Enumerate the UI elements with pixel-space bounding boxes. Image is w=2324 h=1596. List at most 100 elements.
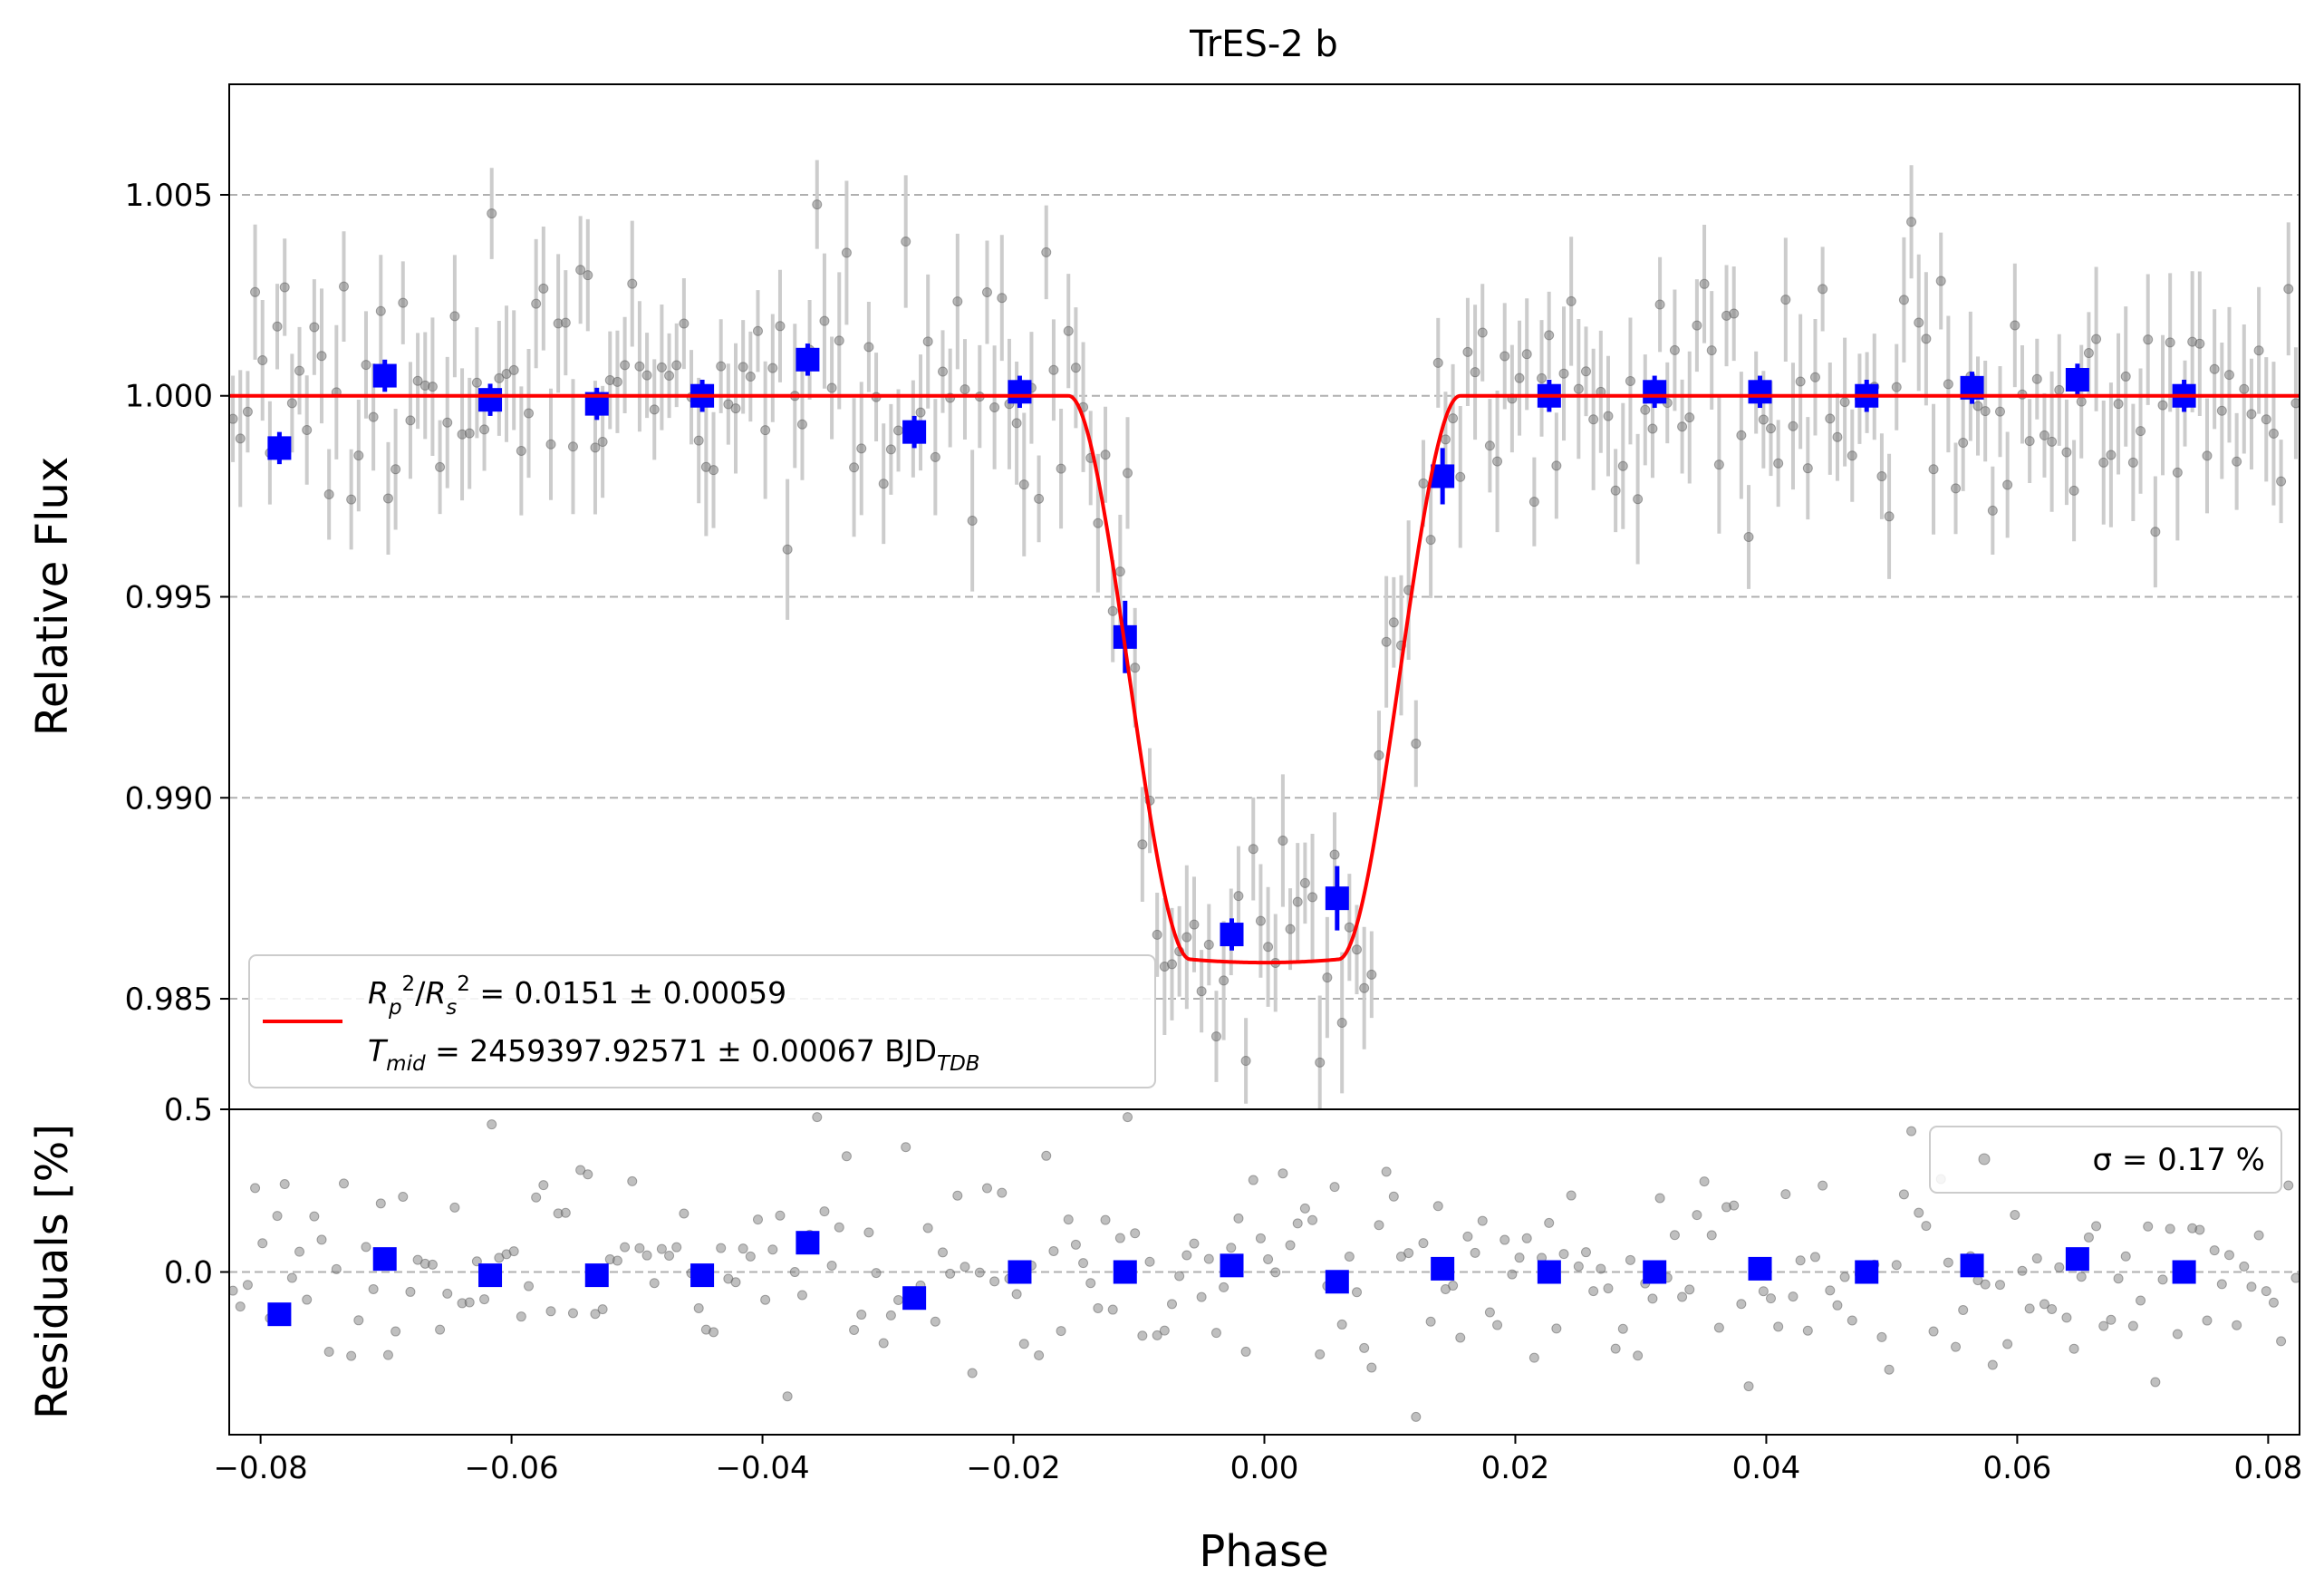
residual-point [1573,1261,1584,1272]
residual-point [693,1302,704,1313]
raw-point [2283,284,2294,295]
residual-point [250,1183,261,1194]
residual-point [1240,1346,1251,1357]
raw-point [1647,423,1658,434]
residual-point [1018,1339,1029,1349]
residual-point [1329,1182,1340,1193]
raw-point [2165,337,2175,348]
residual-point [967,1368,978,1378]
residual-point [2010,1210,2020,1221]
xtick-label: −0.08 [214,1450,308,1486]
residual-point [1825,1285,1836,1296]
residual-point [901,1142,911,1153]
binned-residual-point [1748,1256,1772,1281]
residual-point [1514,1253,1525,1263]
residual-point [1818,1180,1828,1191]
raw-point [1048,364,1059,375]
raw-point [1566,295,1577,306]
raw-point [1839,397,1850,408]
residual-point [2002,1339,2013,1349]
raw-point [1640,404,1651,415]
raw-point [1299,877,1310,888]
raw-point [1706,345,1717,356]
residual-point [738,1243,748,1254]
raw-point [1374,750,1384,760]
residual-point [1315,1349,1326,1359]
residual-point [2091,1221,2102,1232]
y-axis-label-residuals: Residuals [%] [27,1124,78,1419]
residual-point [945,1268,956,1279]
residual-point [1743,1381,1754,1392]
residual-point [2113,1273,2124,1284]
residual-point [2253,1230,2264,1241]
raw-point [1203,939,1214,950]
residual-point [981,1183,992,1194]
raw-point [1603,411,1614,421]
residual-point [427,1259,438,1270]
raw-point [294,365,305,376]
residual-point [338,1178,349,1189]
y-axis-label-flux: Relative Flux [27,457,78,737]
residual-point [1891,1260,1902,1271]
legend-depth-label: Rp2/Rs2 = 0.0151 ± 0.00059 [368,972,786,1020]
raw-point [435,461,446,472]
residual-point [952,1190,963,1201]
binned-point [1431,464,1455,488]
raw-point [2246,409,2257,420]
residual-point [309,1211,320,1222]
residual-point [361,1242,371,1253]
x-axis-label: Phase [1199,1526,1328,1577]
raw-point [1633,494,1644,505]
residual-point [1839,1272,1850,1282]
raw-point [2061,447,2072,458]
residual-point [1130,1228,1141,1239]
residual-point [2098,1320,2109,1331]
residual-point [279,1179,290,1190]
binned-residual-point [796,1231,820,1255]
residual-point [1484,1307,1495,1318]
residual-point [893,1294,904,1305]
residual-point [368,1283,379,1294]
residual-point [575,1165,586,1175]
raw-point [1130,663,1141,673]
binned-points [267,343,2196,951]
raw-point [2261,414,2271,425]
residual-point [1455,1332,1466,1343]
residual-point [2136,1295,2146,1306]
residual-point [1285,1240,1296,1251]
residual-point [1898,1189,1909,1200]
raw-point [2290,398,2300,409]
raw-point [1388,617,1399,628]
residual-point [2239,1261,2250,1272]
residual-point [1521,1233,1532,1243]
residual-point [1248,1175,1258,1185]
xtick-label: 0.06 [1983,1450,2052,1486]
raw-point [915,407,926,418]
raw-point [1677,421,1688,432]
residual-point [257,1238,268,1249]
raw-point [302,424,313,435]
residual-point [316,1234,327,1245]
raw-point [1432,357,1443,368]
residual-point [294,1246,305,1257]
raw-point [834,335,844,346]
raw-point [1914,317,1924,328]
raw-point [826,382,837,393]
residual-point [1123,1112,1133,1123]
residual-point [2068,1343,2079,1354]
model-legend: Rp2/Rs2 = 0.0151 ± 0.00059 Tmid = 245939… [248,954,1156,1088]
residual-point [1011,1289,1022,1300]
residual-point [1654,1193,1665,1204]
raw-point [346,494,357,505]
residual-point [1921,1221,1932,1232]
raw-point [1307,892,1318,903]
binned-point [478,388,503,412]
residual-point [1558,1249,1569,1260]
residual-point [1994,1280,2005,1291]
raw-point [1825,413,1836,424]
raw-point [760,425,771,436]
raw-point [2083,348,2094,359]
raw-point [1573,383,1584,394]
raw-point [1240,1056,1251,1067]
raw-point [752,325,763,336]
